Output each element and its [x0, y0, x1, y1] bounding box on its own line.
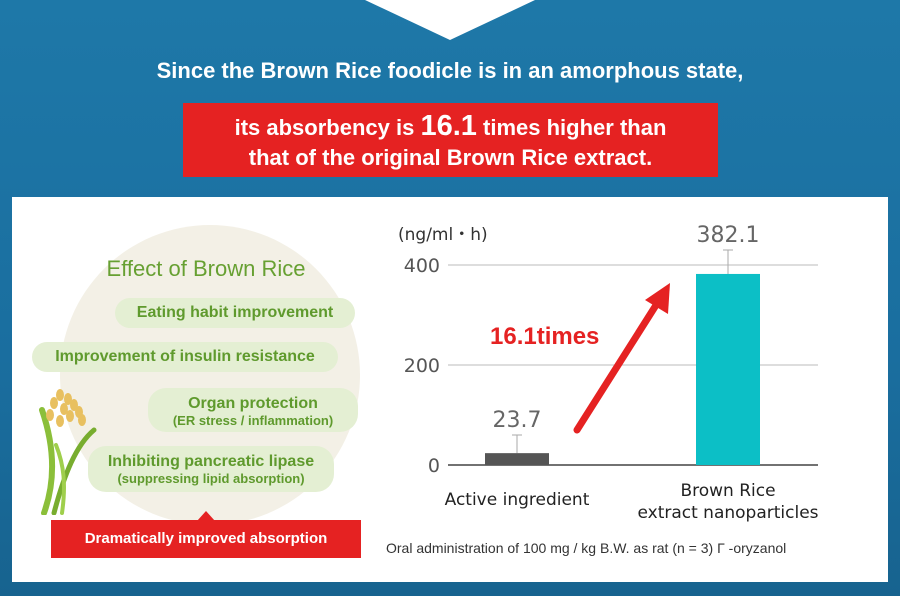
chart-caption: Oral administration of 100 mg / kg B.W. …: [386, 540, 787, 556]
chart-gridlines: [448, 264, 818, 466]
effect-pill-organ-label: Organ protection: [188, 395, 318, 412]
category-label-1-0: Brown Rice: [680, 481, 775, 501]
chart-y-axis-label: (ng/ml・h): [398, 225, 488, 245]
effect-pill-eating: Eating habit improvement: [115, 298, 355, 328]
y-tick-label-0: 0: [428, 455, 440, 477]
highlight-number: 16.1: [420, 110, 477, 142]
highlight-line2: that of the original Brown Rice extract.: [248, 145, 653, 170]
arrow-shaft: [573, 298, 662, 434]
category-label-0-0: Active ingredient: [445, 490, 590, 510]
headline-line1: Since the Brown Rice foodicle is in an a…: [156, 58, 744, 83]
effect-pill-organ-sub: (ER stress / inflammation): [172, 413, 334, 428]
rice-plant-icon: [39, 389, 97, 515]
top-notch-decoration: [365, 0, 535, 40]
category-label-1-1: extract nanoparticles: [637, 503, 818, 523]
highlight-pre: its absorbency is: [234, 115, 421, 140]
effect-pill-lipase: Inhibiting pancreatic lipase (suppressin…: [88, 446, 334, 492]
bar-1: [696, 273, 760, 465]
increase-arrow-icon: [573, 283, 670, 434]
absorption-button-notch: [197, 511, 215, 521]
y-tick-label-400: 400: [404, 255, 440, 277]
bar-0: [485, 453, 549, 465]
bar-value-label-1: 382.1: [697, 223, 760, 248]
effects-title: Effect of Brown Rice: [106, 256, 306, 281]
highlight-box: its absorbency is 16.1 times higher than…: [183, 103, 718, 177]
highlight-post: times higher than: [476, 115, 667, 140]
effect-pill-lipase-label: Inhibiting pancreatic lipase: [107, 453, 315, 470]
chart-bars: 23.7 382.1: [485, 223, 760, 465]
highlight-line1: its absorbency is 16.1 times higher than: [183, 111, 718, 143]
arrow-head: [645, 283, 670, 314]
effect-pill-insulin-label: Improvement of insulin resistance: [55, 348, 315, 365]
effect-pill-lipase-sub: (suppressing lipid absorption): [117, 471, 305, 486]
y-tick-label-200: 200: [404, 355, 440, 377]
bar-value-label-0: 23.7: [493, 408, 542, 433]
effect-pill-insulin: Improvement of insulin resistance: [32, 342, 338, 372]
absorption-label: Dramatically improved absorption: [51, 520, 361, 558]
effect-pill-organ: Organ protection (ER stress / inflammati…: [148, 388, 358, 432]
chart-annotation: 16.1times: [490, 323, 599, 350]
chart-y-ticks: 0 200 400: [404, 255, 440, 477]
effect-pill-eating-label: Eating habit improvement: [136, 304, 334, 321]
